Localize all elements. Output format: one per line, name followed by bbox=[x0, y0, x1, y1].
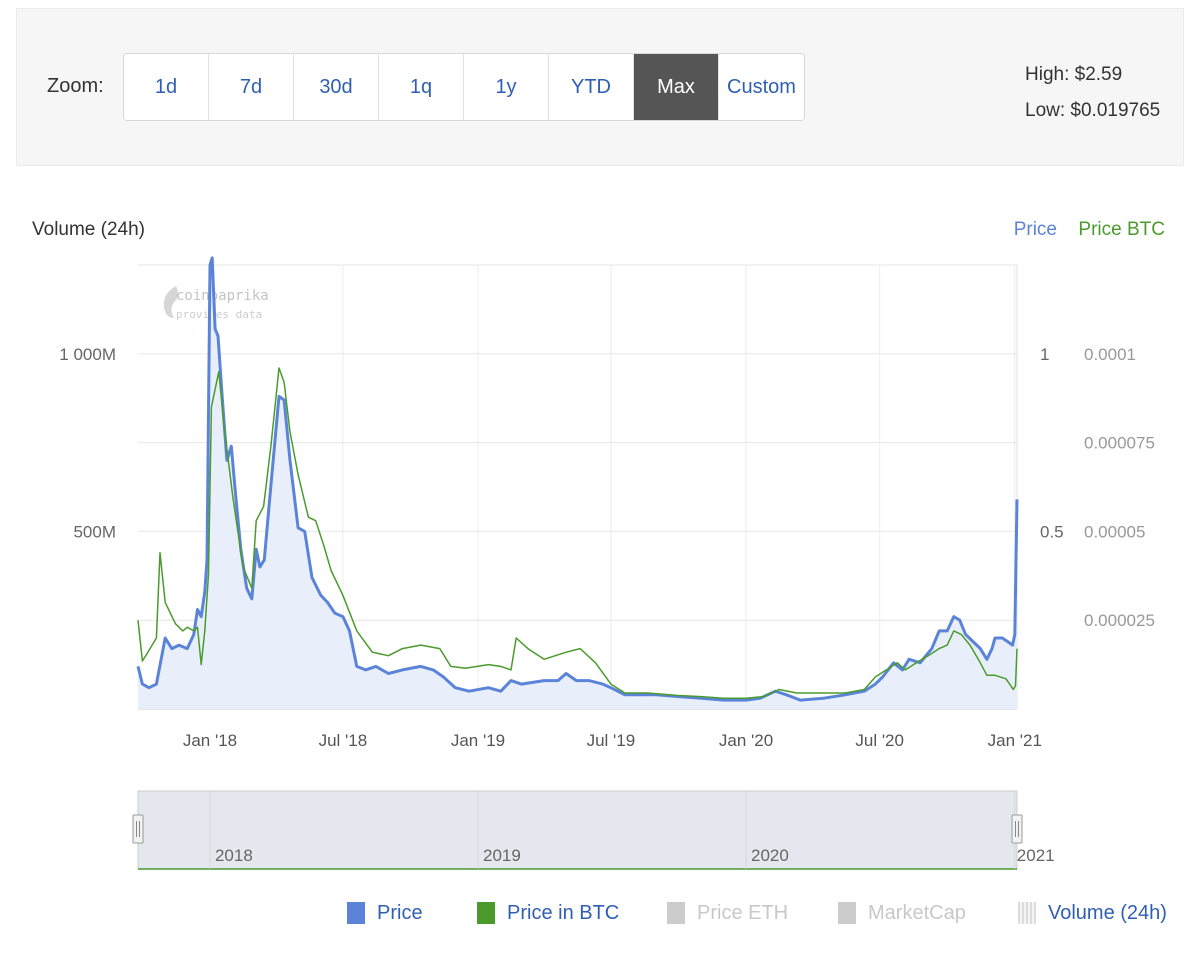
price-tick-label: 0.5 bbox=[1040, 522, 1064, 541]
legend-swatch bbox=[347, 902, 365, 924]
price-btc-axis-title: Price BTC bbox=[1078, 219, 1165, 240]
series-line-price[interactable] bbox=[136, 256, 1019, 702]
zoom-button-max[interactable]: Max bbox=[634, 54, 719, 120]
legend-item-volume-24h[interactable]: Volume (24h) bbox=[1018, 900, 1167, 926]
zoom-button-group: 1d 7d 30d 1q 1y YTD Max Custom bbox=[123, 53, 805, 121]
zoom-button-custom[interactable]: Custom bbox=[719, 54, 804, 120]
legend-swatch bbox=[1018, 902, 1036, 924]
x-tick-label: Jul '20 bbox=[855, 731, 904, 750]
price-axis-title: Price bbox=[1014, 219, 1057, 240]
watermark-subtitle: provides data bbox=[176, 308, 262, 321]
legend-label: Price in BTC bbox=[507, 901, 620, 924]
legend-item-price[interactable]: Price bbox=[347, 900, 423, 926]
price-btc-tick-label: 0.0001 bbox=[1084, 345, 1136, 364]
x-tick-label: Jan '21 bbox=[988, 731, 1042, 750]
legend-label: MarketCap bbox=[868, 901, 966, 924]
legend-item-price-in-btc[interactable]: Price in BTC bbox=[477, 900, 619, 926]
navigator-selection[interactable] bbox=[137, 790, 1018, 870]
legend-swatch bbox=[838, 902, 856, 924]
zoom-button-1q[interactable]: 1q bbox=[379, 54, 464, 120]
zoom-button-7d[interactable]: 7d bbox=[209, 54, 294, 120]
price-btc-tick-label: 0.000075 bbox=[1084, 434, 1155, 453]
legend-label: Volume (24h) bbox=[1048, 901, 1167, 924]
x-tick-label: Jan '20 bbox=[719, 731, 773, 750]
range-info: High: $2.59 Low: $0.019765 bbox=[1025, 57, 1160, 129]
x-tick-label: Jul '18 bbox=[319, 731, 368, 750]
navigator-year-label: 2019 bbox=[483, 846, 521, 865]
price-chart: coinpaprika provides data Volume (24h) Pric… bbox=[32, 219, 1165, 870]
handle-grip[interactable] bbox=[1011, 814, 1023, 844]
navigator[interactable]: 2018 2019 2020 2021 bbox=[132, 790, 1055, 870]
navigator-handle-right[interactable] bbox=[1011, 814, 1023, 844]
legend-swatch bbox=[667, 902, 685, 924]
volume-axis-title: Volume (24h) bbox=[32, 219, 145, 240]
legend-swatch bbox=[477, 902, 495, 924]
price-tick-label: 1 bbox=[1040, 345, 1049, 364]
zoom-button-30d[interactable]: 30d bbox=[294, 54, 379, 120]
x-tick-label: Jan '19 bbox=[451, 731, 505, 750]
navigator-year-label: 2020 bbox=[751, 846, 789, 865]
zoom-button-1d[interactable]: 1d bbox=[124, 54, 209, 120]
zoom-toolbar: Zoom: 1d 7d 30d 1q 1y YTD Max Custom High: $2.5… bbox=[16, 8, 1184, 166]
volume-tick-label: 500M bbox=[73, 522, 116, 541]
low-value: Low: $0.019765 bbox=[1025, 100, 1161, 121]
price-btc-tick-label: 0.000025 bbox=[1084, 611, 1155, 630]
price-btc-tick-label: 0.00005 bbox=[1084, 522, 1145, 541]
x-tick-label: Jan '18 bbox=[183, 731, 237, 750]
zoom-label: Zoom: bbox=[47, 75, 104, 97]
x-tick-label: Jul '19 bbox=[587, 731, 636, 750]
watermark-title: coinpaprika bbox=[176, 288, 269, 304]
legend-item-price-eth[interactable]: Price ETH bbox=[667, 900, 788, 926]
legend-item-marketcap[interactable]: MarketCap bbox=[838, 900, 966, 926]
series-line-price-btc[interactable] bbox=[137, 367, 1018, 700]
chili-icon bbox=[163, 286, 178, 318]
price-area bbox=[138, 257, 1017, 709]
zoom-button-ytd[interactable]: YTD bbox=[549, 54, 634, 120]
zoom-button-1y[interactable]: 1y bbox=[464, 54, 549, 120]
legend-label: Price bbox=[377, 901, 423, 924]
navigator-year-label: 2018 bbox=[215, 846, 253, 865]
handle-grip[interactable] bbox=[132, 814, 144, 844]
high-value: High: $2.59 bbox=[1025, 64, 1123, 85]
coinpaprika-logo bbox=[163, 286, 178, 318]
legend-label: Price ETH bbox=[697, 901, 789, 924]
navigator-handle-left[interactable] bbox=[132, 814, 144, 844]
volume-tick-label: 1 000M bbox=[59, 345, 116, 364]
navigator-year-label: 2021 bbox=[1017, 846, 1055, 865]
